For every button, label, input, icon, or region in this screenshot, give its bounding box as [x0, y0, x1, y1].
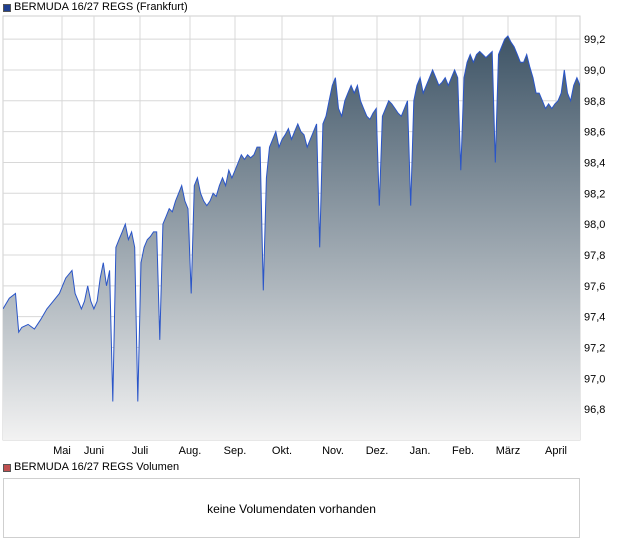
y-tick-label: 96,8: [584, 404, 605, 416]
x-tick-label: Sep.: [224, 445, 247, 457]
price-legend-swatch: [3, 3, 11, 12]
x-tick-label: April: [545, 445, 567, 457]
volume-legend-label: BERMUDA 16/27 REGS Volumen: [14, 461, 180, 473]
x-tick-label: Nov.: [322, 445, 344, 457]
x-tick-label: Aug.: [179, 445, 202, 457]
volume-panel: keine Volumendaten vorhanden: [3, 478, 580, 538]
volume-legend: BERMUDA 16/27 REGS Volumen: [3, 461, 179, 474]
price-legend-label: BERMUDA 16/27 REGS (Frankfurt): [14, 1, 188, 13]
x-axis: Mai Juni Juli Aug. Sep. Okt. Nov. Dez. Jan. Feb. M…: [53, 445, 567, 457]
y-tick-label: 97,0: [584, 373, 605, 385]
y-tick-label: 98,2: [584, 188, 605, 200]
y-tick-label: 99,0: [584, 65, 605, 77]
x-tick-label: März: [496, 445, 520, 457]
y-tick-label: 97,8: [584, 250, 605, 262]
x-tick-label: Jan.: [410, 445, 431, 457]
y-tick-label: 97,6: [584, 281, 605, 293]
x-tick-label: Juli: [132, 445, 149, 457]
x-tick-label: Juni: [84, 445, 104, 457]
price-legend: BERMUDA 16/27 REGS (Frankfurt): [3, 1, 188, 14]
volume-legend-swatch: [3, 463, 11, 472]
price-chart: 96,8 97,0 97,2 97,4 97,6 97,8 98,0 98,2 98,4 98,6…: [2, 15, 605, 457]
volume-empty-message: keine Volumendaten vorhanden: [207, 502, 376, 516]
y-tick-label: 98,8: [584, 96, 605, 108]
x-tick-label: Feb.: [452, 445, 474, 457]
y-tick-label: 98,6: [584, 127, 605, 139]
y-tick-label: 98,0: [584, 219, 605, 231]
x-tick-label: Okt.: [272, 445, 292, 457]
x-tick-label: Dez.: [366, 445, 389, 457]
y-axis: 96,8 97,0 97,2 97,4 97,6 97,8 98,0 98,2 98,4 98,6…: [584, 34, 605, 416]
y-tick-label: 97,4: [584, 312, 605, 324]
price-line: [3, 35, 580, 402]
x-tick-label: Mai: [53, 445, 71, 457]
y-tick-label: 98,4: [584, 157, 605, 169]
y-tick-label: 97,2: [584, 342, 605, 354]
y-tick-label: 99,2: [584, 34, 605, 46]
price-area: [3, 36, 580, 440]
